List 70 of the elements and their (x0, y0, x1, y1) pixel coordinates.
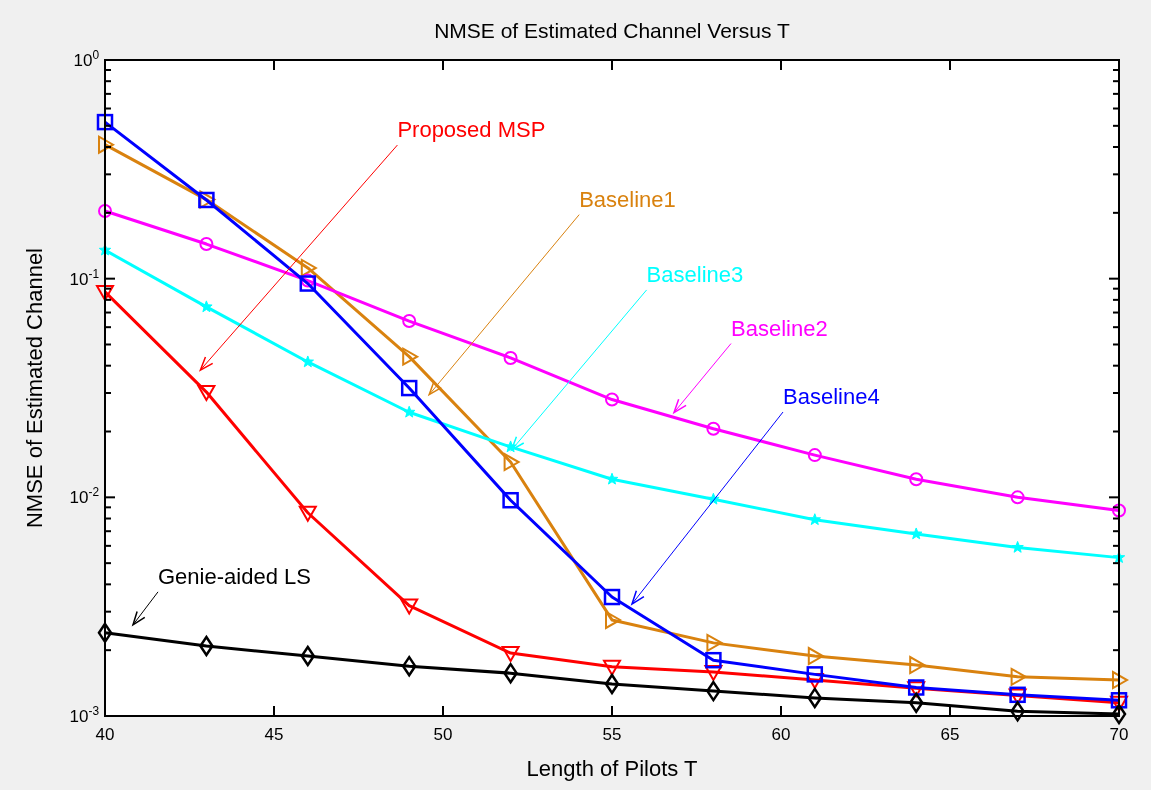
x-axis-title: Length of Pilots T (526, 756, 698, 781)
point (1112, 671, 1128, 690)
text: Baseline1 (579, 186, 676, 212)
point (300, 645, 316, 667)
point (503, 453, 520, 472)
point (1010, 667, 1027, 686)
point (1111, 703, 1127, 725)
x-tick-label: 50 (433, 725, 453, 744)
point (197, 385, 216, 402)
point (605, 472, 619, 485)
text: Genie-aided LS (158, 563, 311, 589)
y-tick-label: 10$^{-2}$ (69, 485, 100, 508)
point (98, 135, 114, 154)
text: Baseline4 (783, 384, 880, 410)
point (402, 314, 417, 329)
point (96, 113, 114, 131)
point (299, 275, 317, 292)
point (402, 347, 419, 366)
x-tick-label: 45 (264, 725, 284, 744)
point (909, 472, 924, 487)
point (1010, 490, 1025, 505)
point (706, 633, 723, 652)
text: Baseline3 (646, 261, 744, 287)
point (807, 647, 824, 666)
text: Baseline2 (731, 315, 828, 341)
x-tick-label: 60 (771, 725, 791, 744)
point (705, 651, 722, 669)
y-tick-label: 10$^{-1}$ (69, 266, 100, 289)
point (199, 237, 214, 252)
point (806, 666, 824, 683)
point (503, 350, 518, 365)
point (96, 284, 114, 301)
point (401, 655, 417, 677)
point (808, 513, 822, 526)
x-tick-label: 70 (1109, 725, 1129, 744)
point (300, 273, 315, 288)
point (501, 646, 520, 663)
point (298, 505, 317, 522)
point (301, 355, 315, 368)
text: Proposed MSP (397, 117, 546, 143)
point (604, 673, 620, 695)
point (98, 203, 112, 218)
point (1010, 701, 1025, 722)
point (400, 379, 418, 397)
point (807, 687, 823, 709)
point (402, 405, 416, 418)
point (605, 392, 619, 407)
chart-title: NMSE of Estimated Channel Versus T (434, 19, 790, 42)
point (502, 491, 519, 509)
point (97, 622, 113, 644)
point (605, 610, 621, 629)
point (909, 656, 926, 675)
point (400, 598, 419, 615)
point (909, 527, 923, 540)
point (807, 448, 822, 463)
point (1112, 503, 1126, 518)
y-tick-label: 10$^{-3}$ (69, 704, 100, 726)
point (908, 692, 924, 713)
point (603, 659, 621, 676)
point (300, 258, 317, 277)
point (1011, 540, 1024, 553)
point (603, 588, 621, 606)
x-tick-label: 55 (602, 725, 622, 744)
point (706, 421, 721, 436)
y-tick-label: 10$^{0}$ (73, 48, 100, 70)
point (200, 300, 213, 313)
x-tick-label: 65 (940, 725, 960, 744)
y-axis-title: NMSE of Estimated Channel (22, 247, 47, 529)
x-tick-label: 40 (95, 725, 115, 744)
point (704, 664, 723, 681)
